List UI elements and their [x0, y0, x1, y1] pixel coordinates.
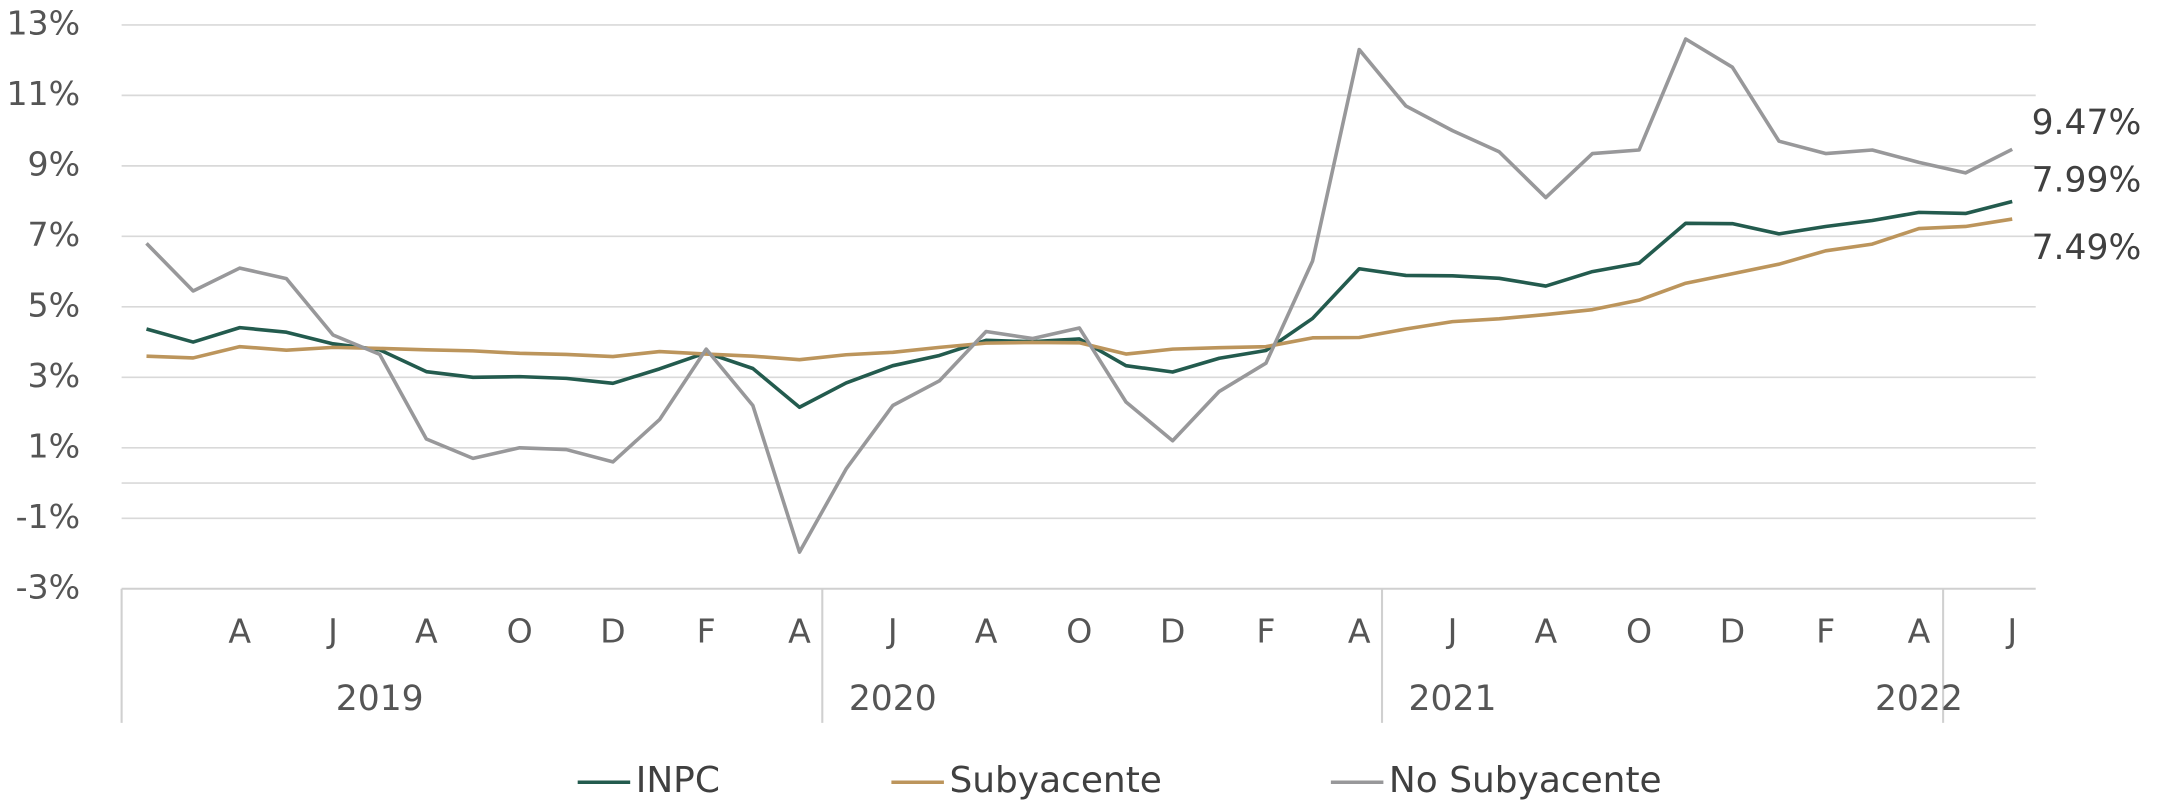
x-tick-label: O — [1066, 611, 1092, 650]
x-tick-label: D — [1720, 611, 1746, 650]
x-tick-label: O — [507, 611, 533, 650]
x-tick-label: A — [415, 611, 438, 650]
x-tick-label: J — [2005, 611, 2017, 650]
x-tick-label: D — [1160, 611, 1186, 650]
x-tick-label: A — [228, 611, 251, 650]
y-tick-label: 9% — [28, 144, 81, 183]
x-tick-label: A — [1534, 611, 1557, 650]
y-tick-label: 11% — [6, 74, 80, 113]
y-tick-label: 5% — [28, 285, 81, 324]
series-line — [146, 201, 2012, 407]
x-tick-label: J — [886, 611, 898, 650]
legend-label: No Subyacente — [1389, 760, 1662, 801]
x-tick-label: F — [697, 611, 716, 650]
x-tick-label: J — [1446, 611, 1458, 650]
y-tick-label: 1% — [28, 426, 81, 465]
x-tick-label: O — [1626, 611, 1652, 650]
y-tick-label: -3% — [16, 567, 81, 606]
legend-label: Subyacente — [949, 760, 1161, 801]
x-tick-label: A — [788, 611, 811, 650]
value-label: 9.47% — [2032, 103, 2142, 143]
year-label: 2020 — [849, 679, 937, 719]
y-tick-label: 13% — [6, 3, 80, 42]
page: {"chart_data": {"type": "line", "categor… — [0, 0, 2167, 803]
x-tick-label: A — [1348, 611, 1371, 650]
x-tick-label: A — [1908, 611, 1931, 650]
year-label: 2022 — [1875, 679, 1963, 719]
year-label: 2019 — [336, 679, 424, 719]
x-tick-label: J — [326, 611, 338, 650]
y-tick-label: 7% — [28, 215, 81, 254]
y-tick-label: -1% — [16, 497, 81, 536]
x-tick-label: A — [975, 611, 998, 650]
x-tick-label: F — [1816, 611, 1835, 650]
value-label: 7.49% — [2032, 228, 2142, 268]
y-tick-label: 3% — [28, 356, 81, 395]
year-label: 2021 — [1409, 679, 1497, 719]
series-line — [146, 39, 2012, 552]
value-label: 7.99% — [2032, 161, 2142, 201]
x-tick-label: D — [600, 611, 626, 650]
chart: -3% -1% 1% 3% 5% 7% 9% 11% 13% A J 2019 A O D F A J 2020 A O… — [0, 0, 2167, 803]
x-tick-label: F — [1256, 611, 1275, 650]
legend-label: INPC — [636, 760, 720, 801]
